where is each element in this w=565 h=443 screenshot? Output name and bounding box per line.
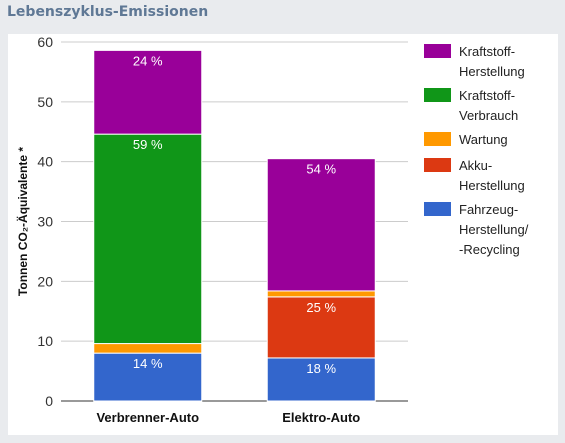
bar-segment [266, 290, 376, 298]
y-tick-label: 50 [37, 94, 53, 110]
data-label: 25 % [306, 300, 336, 315]
legend-swatch [424, 202, 451, 216]
emissions-chart: 14 % 59 % 24 % 18 % 25 % 54 % 0 10 20 30 40 50 60 Ve… [15, 34, 529, 425]
data-label: 54 % [306, 162, 336, 177]
y-tick-label: 30 [37, 214, 53, 230]
bars: 14 % 59 % 24 % 18 % 25 % 54 % [93, 49, 376, 402]
bar-segment [93, 343, 203, 354]
y-tick-label: 40 [37, 154, 53, 170]
legend-label: Wartung [459, 132, 508, 147]
legend-label: Herstellung/ [459, 222, 529, 237]
legend-label: Herstellung [459, 64, 525, 79]
x-category-label: Elektro-Auto [282, 410, 360, 425]
y-tick-label: 20 [37, 273, 53, 289]
legend-label: Verbrauch [459, 108, 518, 123]
legend-swatch [424, 44, 451, 58]
y-axis-label: Tonnen CO₂-Äquivalente * [15, 147, 30, 296]
legend-label: Akku- [459, 158, 492, 173]
bar-segment [266, 357, 376, 402]
y-tick-label: 60 [37, 34, 53, 50]
x-category-label: Verbrenner-Auto [96, 410, 199, 425]
legend: Kraftstoff- Herstellung Kraftstoff- Verbrau… [424, 44, 529, 257]
bar-segment [266, 158, 376, 292]
chart-container: 14 % 59 % 24 % 18 % 25 % 54 % 0 10 20 30 40 50 60 Ve… [8, 34, 558, 435]
axes: 0 10 20 30 40 50 60 Verbrenner-Auto Elektro-Auto [37, 34, 360, 425]
legend-label: Kraftstoff- [459, 88, 515, 103]
y-tick-label: 10 [37, 333, 53, 349]
data-label: 59 % [133, 137, 163, 152]
legend-label: Herstellung [459, 178, 525, 193]
legend-swatch [424, 158, 451, 172]
legend-swatch [424, 132, 451, 146]
bar-segment [93, 133, 203, 345]
legend-label: -Recycling [459, 242, 520, 257]
bar-segment [93, 49, 203, 135]
y-tick-label: 0 [45, 393, 53, 409]
legend-label: Kraftstoff- [459, 44, 515, 59]
bar-segment [93, 352, 203, 402]
legend-label: Fahrzeug- [459, 202, 518, 217]
panel-title: Lebenszyklus-Emissionen [7, 4, 209, 20]
bar-segment [266, 296, 376, 359]
data-label: 18 % [306, 361, 336, 376]
data-label: 14 % [133, 356, 163, 371]
data-label: 24 % [133, 53, 163, 68]
legend-swatch [424, 88, 451, 102]
